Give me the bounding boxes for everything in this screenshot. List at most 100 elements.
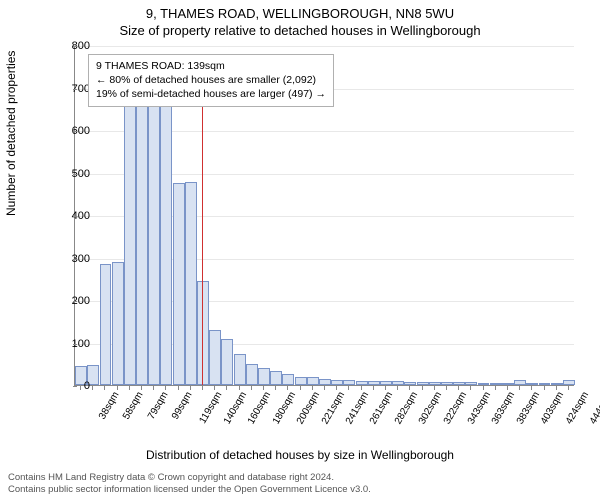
bar xyxy=(209,330,221,385)
x-tick-mark xyxy=(495,386,496,390)
bar xyxy=(173,183,185,385)
x-tick-mark xyxy=(544,386,545,390)
gridline xyxy=(75,46,574,47)
x-tick-mark xyxy=(287,386,288,390)
y-tick-mark xyxy=(73,301,77,302)
footer-attribution: Contains HM Land Registry data © Crown c… xyxy=(8,472,371,496)
x-tick-label: 403sqm xyxy=(539,390,566,426)
bar xyxy=(148,99,160,385)
footer-line2: Contains public sector information licen… xyxy=(8,484,371,496)
y-tick-mark xyxy=(73,131,77,132)
x-tick-mark xyxy=(348,386,349,390)
y-tick-mark xyxy=(73,386,77,387)
bar xyxy=(307,377,319,385)
x-tick-mark xyxy=(483,386,484,390)
bar xyxy=(282,374,294,385)
bar xyxy=(490,383,502,385)
bar xyxy=(270,371,282,385)
y-tick-label: 100 xyxy=(50,338,90,350)
bar xyxy=(368,381,380,385)
y-tick-mark xyxy=(73,216,77,217)
bar xyxy=(441,382,453,385)
x-tick-mark xyxy=(556,386,557,390)
bar xyxy=(136,100,148,385)
bar xyxy=(551,383,563,385)
y-tick-label: 200 xyxy=(50,295,90,307)
bar xyxy=(404,382,416,385)
bar xyxy=(563,380,575,385)
bar xyxy=(319,379,331,385)
x-tick-mark xyxy=(434,386,435,390)
x-axis-label: Distribution of detached houses by size … xyxy=(0,448,600,462)
y-tick-label: 300 xyxy=(50,253,90,265)
y-tick-mark xyxy=(73,89,77,90)
x-tick-label: 363sqm xyxy=(490,390,517,426)
bar xyxy=(246,364,258,385)
x-tick-mark xyxy=(300,386,301,390)
x-tick-mark xyxy=(104,386,105,390)
x-tick-mark xyxy=(239,386,240,390)
y-axis-label: Number of detached properties xyxy=(4,51,18,216)
reference-line xyxy=(202,77,203,385)
bar xyxy=(160,101,172,385)
bar xyxy=(331,380,343,385)
bar xyxy=(343,380,355,385)
bar xyxy=(100,264,112,385)
x-tick-label: 302sqm xyxy=(417,390,444,426)
title-sub: Size of property relative to detached ho… xyxy=(0,23,600,38)
bar xyxy=(417,382,429,385)
x-tick-mark xyxy=(129,386,130,390)
x-tick-mark xyxy=(324,386,325,390)
annotation-line1: 9 THAMES ROAD: 139sqm xyxy=(96,59,326,73)
bar xyxy=(539,383,551,385)
x-tick-mark xyxy=(446,386,447,390)
x-tick-mark xyxy=(165,386,166,390)
x-tick-label: 282sqm xyxy=(393,390,420,426)
x-tick-mark xyxy=(385,386,386,390)
x-tick-mark xyxy=(409,386,410,390)
y-tick-label: 800 xyxy=(50,40,90,52)
chart-titles: 9, THAMES ROAD, WELLINGBOROUGH, NN8 5WU … xyxy=(0,0,600,38)
x-tick-label: 261sqm xyxy=(368,390,395,426)
x-tick-mark xyxy=(458,386,459,390)
x-tick-mark xyxy=(531,386,532,390)
x-tick-label: 200sqm xyxy=(295,390,322,426)
x-tick-label: 424sqm xyxy=(563,390,590,426)
bar xyxy=(514,380,526,385)
bar xyxy=(502,383,514,385)
bar xyxy=(185,182,197,385)
bar xyxy=(221,339,233,385)
bar xyxy=(234,354,246,385)
x-tick-label: 38sqm xyxy=(97,390,122,421)
x-tick-mark xyxy=(336,386,337,390)
x-tick-mark xyxy=(153,386,154,390)
bar xyxy=(295,377,307,386)
y-tick-mark xyxy=(73,259,77,260)
y-tick-mark xyxy=(73,174,77,175)
bar xyxy=(526,383,538,385)
x-tick-label: 119sqm xyxy=(197,390,224,426)
annotation-line3: 19% of semi-detached houses are larger (… xyxy=(96,87,326,101)
x-tick-mark xyxy=(263,386,264,390)
bar xyxy=(392,381,404,385)
y-tick-mark xyxy=(73,46,77,47)
x-tick-mark xyxy=(202,386,203,390)
y-tick-label: 500 xyxy=(50,168,90,180)
x-tick-mark xyxy=(178,386,179,390)
x-tick-mark xyxy=(190,386,191,390)
x-tick-mark xyxy=(226,386,227,390)
bar xyxy=(478,383,490,385)
x-tick-label: 79sqm xyxy=(146,390,171,421)
bar xyxy=(465,382,477,385)
x-tick-mark xyxy=(373,386,374,390)
x-tick-mark xyxy=(470,386,471,390)
x-tick-mark xyxy=(80,386,81,390)
bar xyxy=(356,381,368,385)
y-tick-mark xyxy=(73,344,77,345)
bar xyxy=(453,382,465,385)
x-tick-label: 221sqm xyxy=(319,390,346,426)
y-tick-label: 0 xyxy=(50,380,90,392)
x-tick-mark xyxy=(251,386,252,390)
x-tick-mark xyxy=(519,386,520,390)
x-tick-label: 383sqm xyxy=(515,390,542,426)
